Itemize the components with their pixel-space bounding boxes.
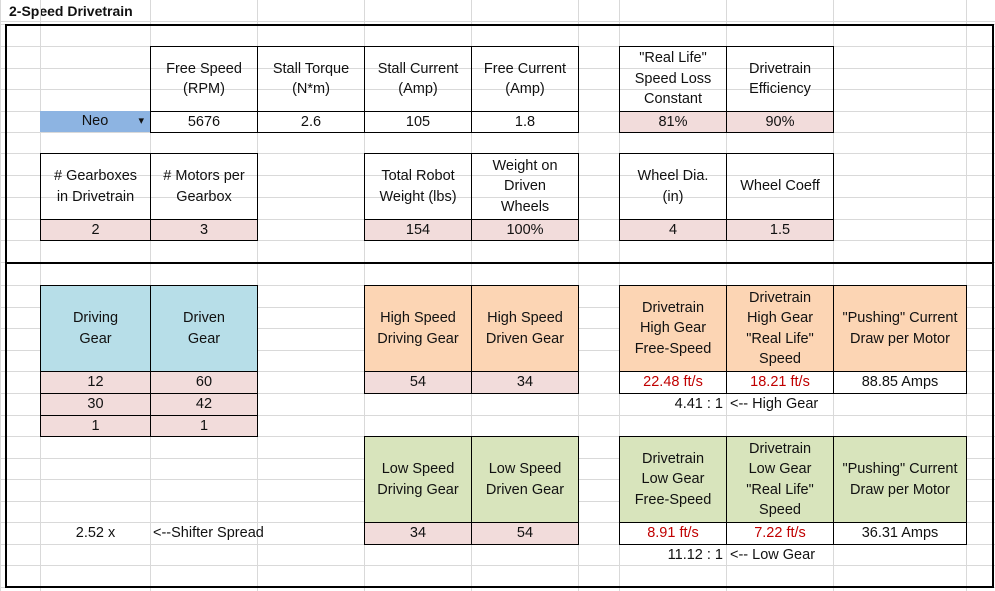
- motor-selector[interactable]: Neo ▾: [40, 111, 150, 132]
- input-cell: 3: [150, 219, 258, 241]
- column-header: "Pushing" Current Draw per Motor: [833, 285, 967, 372]
- column-header: Drivetrain Efficiency: [726, 46, 834, 112]
- output-cell: 7.22 ft/s: [726, 522, 834, 545]
- section-border: [5, 262, 994, 588]
- column-header: High Speed Driving Gear: [364, 285, 472, 372]
- input-cell: 1: [150, 415, 258, 437]
- input-cell: 42: [150, 393, 258, 416]
- input-cell: 34: [364, 522, 472, 545]
- output-cell: 8.91 ft/s: [619, 522, 727, 545]
- input-cell: 100%: [471, 219, 579, 241]
- sheet-title: 2-Speed Drivetrain: [9, 3, 133, 19]
- column-header: Driven Gear: [150, 285, 258, 372]
- gear-ratio-label: <-- Low Gear: [730, 546, 816, 563]
- output-cell: 18.21 ft/s: [726, 371, 834, 394]
- grid-line: [0, 565, 995, 566]
- grid-line: [0, 21, 995, 22]
- column-header: Low Speed Driving Gear: [364, 436, 472, 523]
- column-header: "Real Life" Speed Loss Constant: [619, 46, 727, 112]
- column-header: High Speed Driven Gear: [471, 285, 579, 372]
- input-cell: 34: [471, 371, 579, 394]
- gear-ratio: 11.12 : 1: [667, 546, 723, 563]
- grid-line: [0, 68, 995, 69]
- input-cell: 154: [364, 219, 472, 241]
- gear-ratio-label: <-- High Gear: [730, 396, 819, 413]
- column-header: Drivetrain High Gear "Real Life" Speed: [726, 285, 834, 372]
- input-cell: 54: [471, 522, 579, 545]
- input-cell: 90%: [726, 111, 834, 133]
- section-border: [5, 24, 994, 264]
- value-cell: 1.8: [471, 111, 579, 133]
- column-header: "Pushing" Current Draw per Motor: [833, 436, 967, 523]
- shifter-spread-label: <--Shifter Spread: [153, 525, 264, 542]
- grid-line: [0, 415, 995, 416]
- input-cell: 54: [364, 371, 472, 394]
- column-header: Drivetrain High Gear Free-Speed: [619, 285, 727, 372]
- column-header: Weight on Driven Wheels: [471, 153, 579, 220]
- column-header: Low Speed Driven Gear: [471, 436, 579, 523]
- shifter-spread: 2.52 x: [75, 525, 116, 542]
- input-cell: 1.5: [726, 219, 834, 241]
- grid-line: [0, 89, 995, 90]
- input-cell: 81%: [619, 111, 727, 133]
- grid-line: [0, 0, 1, 591]
- output-cell: 36.31 Amps: [833, 522, 967, 545]
- column-header: Drivetrain Low Gear Free-Speed: [619, 436, 727, 523]
- grid-line: [0, 175, 995, 176]
- output-cell: 88.85 Amps: [833, 371, 967, 394]
- column-header: Stall Current (Amp): [364, 46, 472, 112]
- dropdown-arrow[interactable]: ▾: [138, 115, 144, 128]
- grid-line: [0, 197, 995, 198]
- gear-ratio: 4.41 : 1: [674, 396, 723, 413]
